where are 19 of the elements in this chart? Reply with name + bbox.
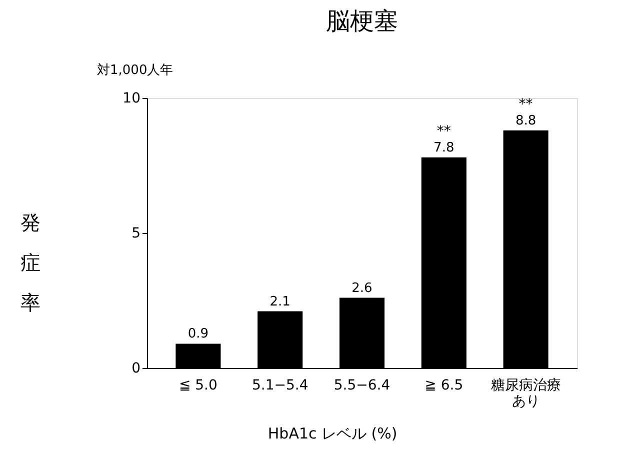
y-tick-label: 5 bbox=[132, 226, 140, 242]
x-tick-label: 糖尿病治療あり bbox=[490, 378, 561, 410]
annotation: ** bbox=[518, 96, 533, 112]
data-label: 7.8 bbox=[434, 140, 454, 156]
annotation: ** bbox=[436, 123, 451, 140]
y-tick-label: 0 bbox=[132, 360, 140, 376]
data-label: 8.8 bbox=[515, 113, 536, 128]
data-label: 0.9 bbox=[188, 326, 209, 342]
data-label: 2.6 bbox=[352, 280, 372, 296]
x-tick-label: 5.1−5.4 bbox=[252, 378, 308, 394]
y-tick-label: 10 bbox=[122, 90, 140, 106]
x-tick-label: ≧ 6.5 bbox=[424, 378, 464, 394]
y-axis-title: 発症率 bbox=[20, 210, 41, 314]
x-axis-title: HbA1c レベル (%) bbox=[268, 424, 398, 442]
chart-title: 脳梗塞 bbox=[326, 7, 398, 35]
data-label: 2.1 bbox=[270, 294, 290, 310]
text: 対1,000人年 bbox=[97, 62, 174, 78]
x-tick-label: 5.5−6.4 bbox=[334, 378, 390, 394]
x-tick-label: ≦ 5.0 bbox=[178, 378, 218, 394]
